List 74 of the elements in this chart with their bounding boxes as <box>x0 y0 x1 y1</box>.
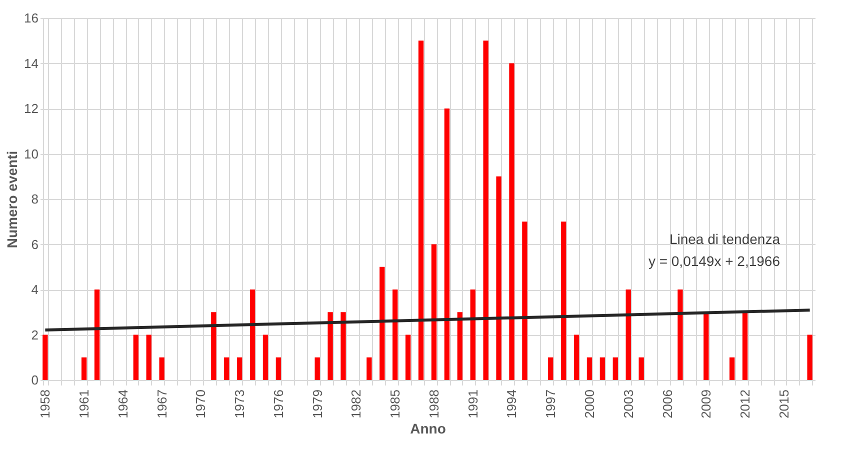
bar <box>638 357 644 380</box>
y-tick-label: 14 <box>24 56 38 71</box>
bar <box>548 357 554 380</box>
bar <box>612 357 618 380</box>
y-tick-label: 6 <box>31 236 38 252</box>
bar <box>262 334 268 380</box>
x-tick-label: 2000 <box>582 390 597 418</box>
bar <box>340 312 346 380</box>
x-tick-label: 1973 <box>232 390 248 418</box>
bar <box>586 357 592 380</box>
x-tick-label: 2009 <box>698 390 714 418</box>
bar <box>457 312 462 380</box>
y-tick-label: 8 <box>31 192 38 206</box>
y-tick-label: 12 <box>24 101 38 116</box>
y-axis-title: Numero eventi <box>4 150 20 248</box>
x-tick-label: 1991 <box>465 390 480 418</box>
bar <box>600 357 606 380</box>
bar <box>81 357 87 380</box>
bar <box>742 312 748 380</box>
x-tick-label: 1964 <box>115 390 130 418</box>
x-tick-label: 2006 <box>660 390 675 418</box>
y-tick-label: 4 <box>31 282 38 297</box>
bar <box>678 290 683 380</box>
bar <box>236 357 242 380</box>
bar <box>133 334 138 380</box>
bar <box>159 357 164 380</box>
bar <box>560 222 566 380</box>
x-tick-label: 1970 <box>193 390 208 418</box>
bar <box>574 334 580 380</box>
bar <box>483 40 488 380</box>
bar <box>392 290 398 380</box>
bar <box>42 334 48 380</box>
x-tick-label: 1982 <box>348 390 364 418</box>
bar <box>496 176 502 380</box>
bar <box>704 312 709 380</box>
x-tick-label: 2003 <box>620 390 636 418</box>
bar <box>418 40 424 380</box>
x-tick-label: 1979 <box>310 390 325 418</box>
bar <box>405 334 411 380</box>
bar <box>470 290 476 380</box>
bar <box>509 63 514 380</box>
x-tick-label: 1958 <box>38 390 53 418</box>
bar <box>729 357 735 380</box>
x-tick-label: 1961 <box>76 390 92 418</box>
y-tick-label: 10 <box>24 146 38 162</box>
bar <box>807 334 812 380</box>
bar <box>94 290 100 380</box>
x-axis-title: Anno <box>410 420 446 436</box>
bar <box>366 357 372 380</box>
x-tick-label: 1985 <box>388 390 403 418</box>
bar <box>431 244 437 380</box>
bar <box>211 312 216 380</box>
x-tick-label: 1997 <box>543 390 558 418</box>
bar <box>224 357 230 380</box>
y-tick-label: 16 <box>24 10 38 26</box>
bar <box>380 266 385 380</box>
x-tick-label: 2015 <box>776 390 792 418</box>
bar <box>522 222 528 380</box>
x-tick-label: 1988 <box>426 390 442 418</box>
y-tick-label: 0 <box>31 372 38 388</box>
bar <box>314 357 320 380</box>
y-tick-label: 2 <box>31 327 38 342</box>
x-tick-label: 1994 <box>504 390 520 418</box>
x-tick-label: 1967 <box>154 390 170 418</box>
text: Linea di tendenza <box>669 231 780 247</box>
bar <box>146 334 152 380</box>
bar <box>250 290 256 380</box>
bar <box>328 312 333 380</box>
bar <box>444 108 450 380</box>
bar <box>276 357 282 380</box>
x-tick-label: 2012 <box>738 390 753 418</box>
bar <box>626 290 631 380</box>
x-tick-label: 1976 <box>270 390 286 418</box>
annotation: y = 0,0149x + 2,1966 <box>648 253 780 269</box>
